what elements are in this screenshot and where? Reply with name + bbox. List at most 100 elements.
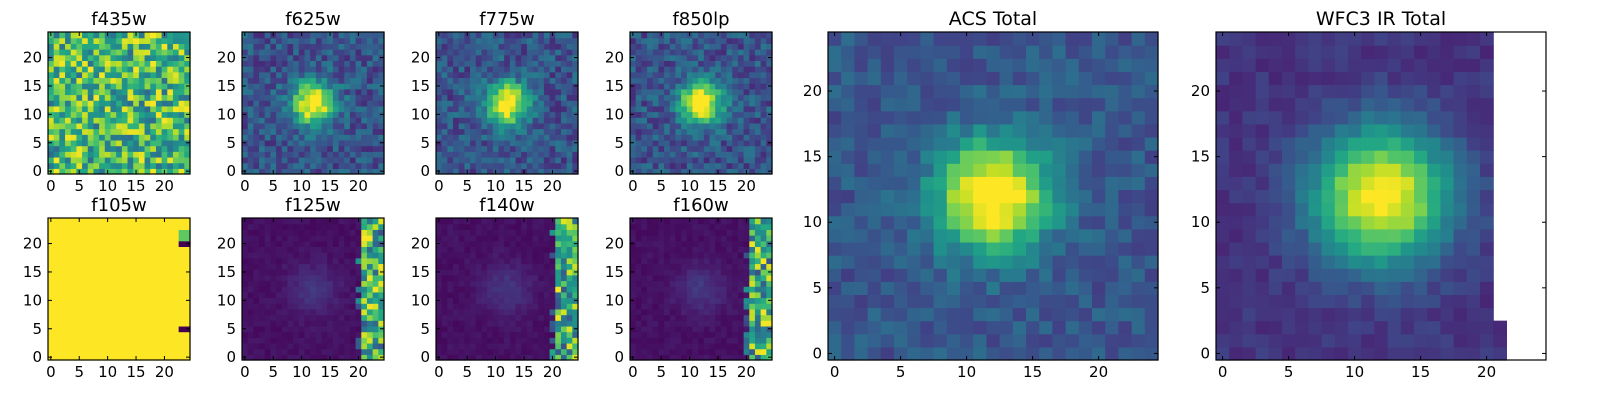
heatmap-cell: [310, 122, 317, 130]
heatmap-cell: [82, 337, 89, 344]
heatmap-cell: [566, 280, 573, 287]
heatmap-cell: [543, 37, 551, 44]
heatmap-cell: [715, 308, 722, 316]
heatmap-cell: [543, 291, 551, 299]
heatmap-cell: [555, 156, 562, 164]
heatmap-cell: [635, 320, 642, 327]
heatmap-cell: [116, 60, 123, 67]
heatmap-cell: [133, 37, 140, 44]
heatmap-cell: [184, 263, 191, 270]
heatmap-cell: [686, 88, 694, 96]
panel-title: f435w: [91, 9, 146, 30]
heatmap-cell: [184, 286, 191, 293]
heatmap-cell: [315, 257, 323, 265]
heatmap-cell: [59, 246, 66, 253]
heatmap-cell: [572, 337, 579, 344]
heatmap-cell: [635, 151, 642, 158]
heatmap-cell: [515, 77, 522, 84]
heatmap-cell: [167, 77, 174, 84]
heatmap-cell: [161, 43, 168, 50]
heatmap-cell: [532, 229, 539, 236]
heatmap-cell: [361, 252, 368, 259]
heatmap-cell: [492, 49, 500, 56]
heatmap-cell: [521, 49, 528, 56]
heatmap-cell: [641, 274, 648, 282]
heatmap-cell: [310, 325, 317, 333]
heatmap-cell: [270, 337, 277, 344]
heatmap-cell: [515, 156, 522, 164]
heatmap-cell: [293, 223, 300, 230]
heatmap-cell: [59, 139, 66, 147]
heatmap-cell: [521, 274, 528, 282]
heatmap-cell: [549, 331, 556, 338]
heatmap-cell: [144, 218, 151, 225]
heatmap-cell: [743, 320, 750, 327]
heatmap-cell: [709, 308, 716, 316]
heatmap-cell: [59, 88, 66, 96]
heatmap-cell: [737, 331, 745, 338]
heatmap-cell: [281, 32, 289, 39]
heatmap-cell: [133, 246, 140, 253]
heatmap-cell: [641, 54, 648, 61]
heatmap-cell: [155, 66, 163, 73]
heatmap-cell: [532, 145, 539, 152]
heatmap-cell: [555, 117, 562, 124]
heatmap-cell: [242, 331, 249, 338]
heatmap-cell: [441, 60, 448, 67]
heatmap-cell: [532, 235, 539, 242]
heatmap-cell: [726, 94, 733, 101]
heatmap-cell: [372, 94, 379, 101]
heatmap-cell: [253, 218, 260, 225]
heatmap-cell: [110, 348, 117, 355]
heatmap-cell: [349, 162, 357, 169]
heatmap-cell: [715, 280, 722, 287]
heatmap-cell: [167, 128, 174, 135]
heatmap-cell: [675, 354, 682, 361]
heatmap-cell: [441, 257, 448, 265]
heatmap-cell: [630, 122, 637, 130]
heatmap-cell: [304, 286, 311, 293]
heatmap-cell: [453, 218, 460, 225]
heatmap-cell: [116, 94, 123, 101]
heatmap-cell: [464, 71, 471, 79]
heatmap-cell: [253, 60, 260, 67]
heatmap-cell: [703, 94, 711, 101]
heatmap-cell: [116, 117, 123, 124]
heatmap-cell: [658, 117, 665, 124]
heatmap-cell: [686, 54, 694, 61]
heatmap-cell: [737, 168, 745, 175]
heatmap-cell: [681, 286, 688, 293]
heatmap-cell: [453, 246, 460, 253]
heatmap-cell: [110, 37, 117, 44]
heatmap-cell: [532, 280, 539, 287]
heatmap-cell: [652, 314, 659, 321]
heatmap-cell: [509, 32, 517, 39]
heatmap-cell: [287, 145, 294, 152]
heatmap-cell: [253, 269, 260, 276]
heatmap-cell: [161, 128, 168, 135]
heatmap-cell: [692, 49, 699, 56]
heatmap-cell: [172, 354, 180, 361]
heatmap-cell: [293, 303, 300, 310]
heatmap-cell: [698, 331, 705, 338]
heatmap-cell: [458, 83, 465, 90]
heatmap-cell: [127, 223, 134, 230]
heatmap-cell: [378, 252, 385, 259]
heatmap-cell: [754, 331, 762, 338]
heatmap-cell: [338, 246, 345, 253]
heatmap-cell: [366, 297, 374, 304]
heatmap-cell: [264, 83, 271, 90]
heatmap-cell: [270, 100, 277, 107]
heatmap-cell: [93, 286, 100, 293]
heatmap-cell: [138, 83, 146, 90]
heatmap-cell: [686, 117, 694, 124]
heatmap-cell: [453, 291, 460, 299]
heatmap-cell: [259, 354, 266, 361]
heatmap-cell: [116, 100, 123, 107]
heatmap-cell: [492, 145, 500, 152]
heatmap-cell: [48, 291, 55, 299]
heatmap-cell: [572, 286, 579, 293]
heatmap-cell: [543, 151, 551, 158]
heatmap-cell: [172, 257, 180, 265]
heatmap-cell: [242, 229, 249, 236]
